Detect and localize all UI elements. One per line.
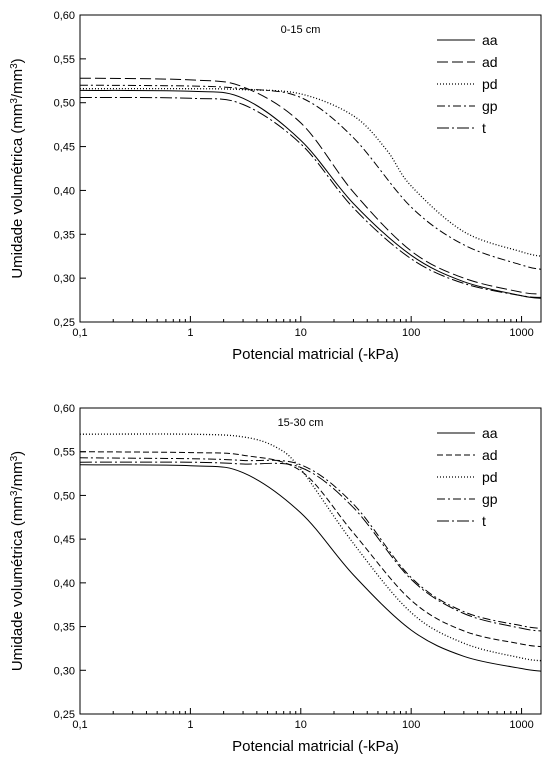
y-tick-label: 0,25 [54, 709, 75, 721]
legend-label-aa: aa [482, 425, 498, 441]
x-axis-title: Potencial matricial (-kPa) [232, 738, 399, 755]
y-tick-label: 0,55 [54, 54, 75, 66]
y-tick-label: 0,35 [54, 229, 75, 241]
legend-label-gp: gp [482, 491, 498, 507]
y-axis-title: Umidade volumétrica (mm3/mm3) [9, 451, 27, 671]
series-line-gp [80, 84, 541, 270]
y-tick-label: 0,35 [54, 622, 75, 634]
x-axis-title: Potencial matricial (-kPa) [232, 346, 399, 363]
legend-label-aa: aa [482, 32, 498, 48]
plot-frame [79, 407, 542, 715]
y-axis-title-part: ) [9, 451, 26, 456]
chart-panel-2: 0,1 1 10 100 1000 0,25 0,30 0,35 0,40 0,45 0,50 0,5… [9, 403, 542, 755]
x-tick-label: 1000 [509, 719, 533, 731]
legend-label-gp: gp [482, 98, 498, 114]
y-tick-label: 0,45 [54, 142, 75, 154]
x-tick-label: 0,1 [72, 719, 87, 731]
panel-depth-label: 0-15 cm [281, 24, 321, 36]
x-tick-label: 10 [295, 327, 307, 339]
y-axis-title-exponent: 3 [9, 98, 20, 104]
y-axis-title-exponent: 3 [9, 455, 20, 461]
series-line-aa [80, 464, 541, 672]
legend-label-ad: ad [482, 54, 498, 70]
y-tick-label: 0,45 [54, 534, 75, 546]
y-axis-title-part: Umidade volumétrica (mm [9, 104, 26, 279]
x-tick-label: 100 [402, 327, 420, 339]
series-line-aa [80, 89, 541, 299]
plot-frame [79, 14, 542, 323]
legend-label-pd: pd [482, 76, 498, 92]
legend-label-ad: ad [482, 447, 498, 463]
x-tick-label: 0,1 [72, 327, 87, 339]
y-tick-label: 0,25 [54, 317, 75, 329]
y-axis-title-part: /mm [9, 69, 26, 98]
series-group [80, 77, 541, 299]
x-tick-label: 1000 [509, 327, 533, 339]
series-line-gp [80, 457, 541, 629]
y-tick-label: 0,30 [54, 273, 75, 285]
panel-depth-label: 15-30 cm [278, 417, 324, 429]
legend-label-t: t [482, 120, 486, 136]
y-axis-title-part: /mm [9, 461, 26, 490]
legend-label-pd: pd [482, 469, 498, 485]
y-axis-title-exponent: 3 [9, 63, 20, 69]
series-line-t [80, 461, 541, 632]
y-axis-title-part: ) [9, 58, 26, 63]
series-group [80, 433, 541, 672]
series-line-ad [80, 451, 541, 648]
y-tick-label: 0,40 [54, 185, 75, 197]
series-line-t [80, 97, 541, 298]
chart-panel-1: 0,1 1 10 100 1000 0,25 0,30 0,35 0,40 0,45 0,50 0,5… [9, 10, 542, 363]
y-axis-title-exponent: 3 [9, 490, 20, 496]
x-tick-label: 1 [187, 327, 193, 339]
y-tick-label: 0,30 [54, 665, 75, 677]
y-axis-title: Umidade volumétrica (mm3/mm3) [9, 58, 27, 278]
legend: aa ad pd gp t [437, 425, 498, 529]
y-tick-label: 0,60 [54, 10, 75, 22]
series-line-ad [80, 77, 541, 295]
legend: aa ad pd gp t [437, 32, 498, 136]
y-axis-title-part: Umidade volumétrica (mm [9, 496, 26, 671]
x-tick-label: 100 [402, 719, 420, 731]
legend-label-t: t [482, 513, 486, 529]
y-tick-label: 0,50 [54, 98, 75, 110]
series-line-pd [80, 87, 541, 257]
y-tick-label: 0,40 [54, 578, 75, 590]
y-tick-label: 0,50 [54, 490, 75, 502]
series-line-pd [80, 433, 541, 662]
x-tick-label: 1 [187, 719, 193, 731]
x-tick-label: 10 [295, 719, 307, 731]
y-tick-label: 0,55 [54, 447, 75, 459]
y-tick-label: 0,60 [54, 403, 75, 415]
